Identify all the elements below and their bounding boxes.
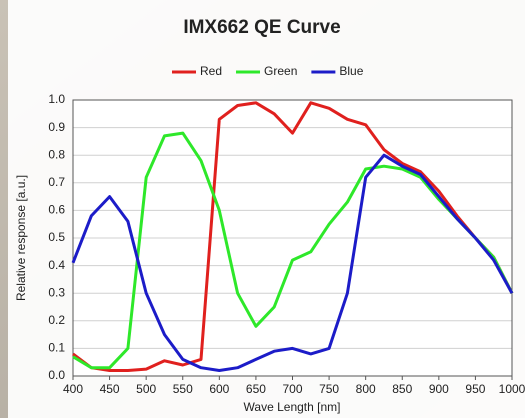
plot-frame xyxy=(72,99,513,377)
y-tick-label: 0.2 xyxy=(48,313,65,327)
x-tick-label: 550 xyxy=(173,382,193,396)
x-tick-label: 650 xyxy=(246,382,266,396)
x-tick-label: 900 xyxy=(429,382,449,396)
x-tick-label: 400 xyxy=(63,382,83,396)
legend-label: Green xyxy=(264,64,297,78)
x-tick-label: 600 xyxy=(209,382,229,396)
y-tick-label: 0.4 xyxy=(48,258,65,272)
y-tick-label: 0.5 xyxy=(48,230,65,244)
y-tick-label: 0.9 xyxy=(48,120,65,134)
y-tick-label: 0.8 xyxy=(48,147,65,161)
y-tick-label: 0.6 xyxy=(48,203,65,217)
chart-title: IMX662 QE Curve xyxy=(183,17,340,38)
x-tick-label: 700 xyxy=(282,382,302,396)
x-axis-label: Wave Length [nm] xyxy=(244,400,341,414)
line-series xyxy=(72,131,514,370)
y-tick-label: 1.0 xyxy=(48,92,65,106)
x-tick-label: 850 xyxy=(392,382,412,396)
y-tick-label: 0.1 xyxy=(48,341,65,355)
legend-label: Blue xyxy=(339,64,363,78)
y-tick-label: 0.0 xyxy=(48,368,65,382)
y-axis-label: Relative response [a.u.] xyxy=(14,175,28,301)
y-tick-label: 0.3 xyxy=(48,285,65,299)
legend-label: Red xyxy=(200,64,222,78)
y-tick-label: 0.7 xyxy=(48,175,65,189)
x-tick-label: 450 xyxy=(100,382,120,396)
x-tick-label: 750 xyxy=(319,382,339,396)
line-series xyxy=(71,153,514,372)
x-tick-label: 800 xyxy=(356,382,376,396)
x-tick-label: 950 xyxy=(465,382,485,396)
x-tick-label: 500 xyxy=(136,382,156,396)
x-tick-label: 1000 xyxy=(499,382,525,396)
line-series xyxy=(72,101,514,372)
